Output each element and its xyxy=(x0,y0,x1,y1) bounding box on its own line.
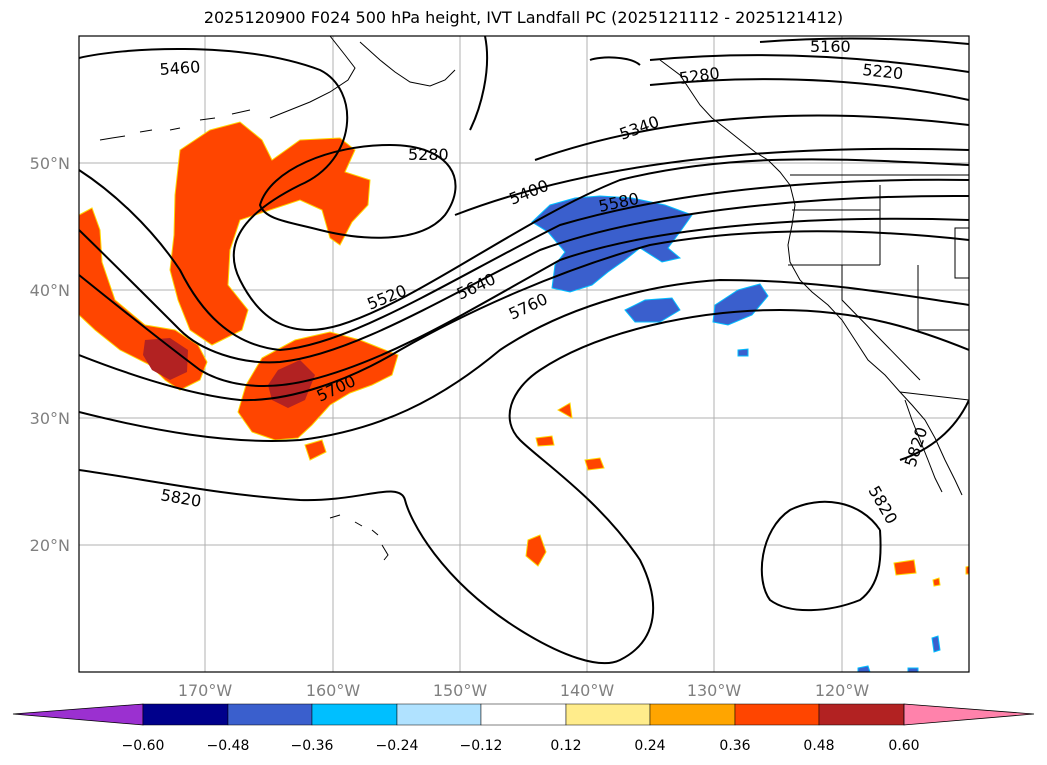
lat-label: 50°N xyxy=(30,154,70,173)
lon-label: 150°W xyxy=(433,681,488,700)
contour-5460 xyxy=(79,48,969,331)
nevada-border xyxy=(841,265,921,381)
lon-label: 120°W xyxy=(815,681,870,700)
contour-5280-north xyxy=(649,78,969,101)
contour-5280-low xyxy=(258,143,457,239)
lon-label: 140°W xyxy=(560,681,615,700)
latitude-labels: 50°N 40°N 30°N 20°N xyxy=(30,154,70,555)
negative-region-2 xyxy=(624,297,681,323)
positive-spot-1 xyxy=(304,439,327,461)
negative-spot-2 xyxy=(931,635,941,653)
contour-label: 5280 xyxy=(408,145,449,164)
lon-label: 160°W xyxy=(306,681,361,700)
negative-spot-4 xyxy=(907,667,919,672)
colorbar-segment xyxy=(227,703,313,726)
contour-5820-east xyxy=(760,500,882,612)
hawaii-islands xyxy=(329,514,389,561)
colorbar-segment xyxy=(565,703,651,726)
lat-label: 30°N xyxy=(30,409,70,428)
positive-spot-4 xyxy=(557,402,573,419)
height-contours xyxy=(79,36,969,665)
lon-label: 170°W xyxy=(178,681,233,700)
contour-label: 5220 xyxy=(862,60,904,83)
colorbar-tick: −0.12 xyxy=(460,738,503,754)
colorbar: −0.60 −0.48 −0.36 −0.24 −0.12 0.12 0.24 … xyxy=(12,703,1035,754)
negative-spot-1 xyxy=(737,348,749,357)
colorbar-segment xyxy=(142,703,229,726)
colorbar-tick: −0.48 xyxy=(207,738,250,754)
positive-spot-3 xyxy=(584,457,605,471)
colorbar-tick: −0.24 xyxy=(376,738,419,754)
lat-label: 40°N xyxy=(30,281,70,300)
colorbar-tick: 0.12 xyxy=(550,738,581,754)
positive-spot-6 xyxy=(893,559,917,576)
lon-label: 130°W xyxy=(687,681,742,700)
contour-5580 xyxy=(79,194,969,364)
contour-5400 xyxy=(454,147,969,216)
contour-label: 5160 xyxy=(810,37,851,56)
colorbar-tick: 0.24 xyxy=(634,738,665,754)
lat-label: 20°N xyxy=(30,536,70,555)
colorbar-segment xyxy=(734,703,820,726)
contour-5820-main xyxy=(79,308,969,665)
contour-ne-loop xyxy=(589,56,641,66)
longitude-labels: 170°W 160°W 150°W 140°W 130°W 120°W xyxy=(178,681,870,700)
positive-spot-8 xyxy=(932,577,941,587)
colorbar-tick: −0.60 xyxy=(122,738,165,754)
map-title: 2025120900 F024 500 hPa height, IVT Land… xyxy=(203,8,844,27)
contour-5700 xyxy=(79,230,969,402)
colorbar-extend-low xyxy=(12,703,144,726)
british-columbia-coast xyxy=(659,59,791,186)
contour-5820-coast xyxy=(899,399,969,461)
positive-spot-2 xyxy=(525,534,547,567)
contour-5640 xyxy=(79,217,969,387)
us-west-coast xyxy=(787,184,963,496)
colorbar-tick: 0.36 xyxy=(719,738,750,754)
contour-5760 xyxy=(79,278,969,442)
negative-region-3 xyxy=(712,283,769,326)
colorbar-tick: −0.36 xyxy=(291,738,334,754)
colorbar-tick: 0.60 xyxy=(888,738,919,754)
colorbar-segment xyxy=(480,703,567,726)
colorbar-segment xyxy=(649,703,736,726)
interior-border-2 xyxy=(917,265,969,331)
contour-5220 xyxy=(649,54,969,73)
aleutians xyxy=(99,109,251,141)
strong-positive-core-1 xyxy=(143,338,188,380)
mexico-border xyxy=(899,391,969,401)
map-border xyxy=(78,35,970,673)
contour-north-loop xyxy=(469,36,489,131)
positive-region-central xyxy=(237,331,399,441)
positive-spot-5 xyxy=(535,435,555,447)
positive-anomaly-regions xyxy=(79,121,969,587)
contour-label: 5460 xyxy=(159,57,201,79)
colorbar-extend-high xyxy=(903,703,1035,726)
interior-border-3 xyxy=(954,227,969,279)
negative-spot-3 xyxy=(857,665,871,672)
contour-5520 xyxy=(79,169,969,352)
colorbar-segment xyxy=(818,703,905,726)
positive-region-north xyxy=(169,121,371,346)
colorbar-segment xyxy=(311,703,398,726)
colorbar-segment xyxy=(396,703,482,726)
contour-5160 xyxy=(759,37,969,45)
contour-5340 xyxy=(534,114,969,161)
colorbar-tick: 0.48 xyxy=(803,738,834,754)
